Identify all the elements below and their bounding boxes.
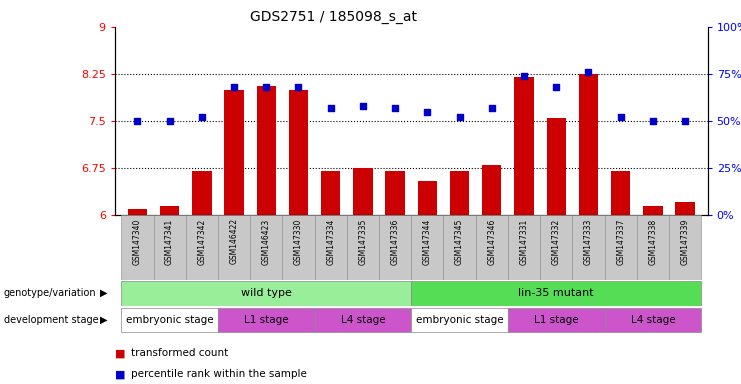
Bar: [289, 89, 308, 215]
Bar: [450, 171, 469, 215]
Bar: [605, 308, 701, 333]
Text: percentile rank within the sample: percentile rank within the sample: [131, 369, 307, 379]
Bar: [250, 215, 282, 280]
Point: [518, 73, 530, 79]
Point: [357, 103, 369, 109]
Text: GSM147344: GSM147344: [423, 218, 432, 265]
Point: [647, 118, 659, 124]
Bar: [122, 308, 218, 333]
Text: GSM147342: GSM147342: [197, 218, 206, 265]
Text: genotype/variation: genotype/variation: [4, 288, 96, 298]
Point: [164, 118, 176, 124]
Text: GSM147346: GSM147346: [488, 218, 496, 265]
Bar: [315, 215, 347, 280]
Text: GSM147345: GSM147345: [455, 218, 464, 265]
Text: GSM147339: GSM147339: [680, 218, 690, 265]
Point: [486, 105, 498, 111]
Bar: [547, 118, 566, 215]
Text: GSM147333: GSM147333: [584, 218, 593, 265]
Text: lin-35 mutant: lin-35 mutant: [519, 288, 594, 298]
Text: L1 stage: L1 stage: [244, 315, 288, 325]
Text: development stage: development stage: [4, 315, 99, 325]
Bar: [411, 308, 508, 333]
Point: [260, 84, 272, 90]
Bar: [218, 308, 315, 333]
Bar: [508, 308, 605, 333]
Bar: [514, 77, 534, 215]
Text: GSM147334: GSM147334: [326, 218, 335, 265]
Bar: [643, 206, 662, 215]
Bar: [153, 215, 186, 280]
Bar: [353, 168, 373, 215]
Bar: [418, 180, 437, 215]
Bar: [676, 202, 695, 215]
Bar: [122, 215, 153, 280]
Bar: [315, 308, 411, 333]
Bar: [225, 89, 244, 215]
Text: embryonic stage: embryonic stage: [416, 315, 503, 325]
Bar: [605, 215, 637, 280]
Bar: [411, 281, 701, 306]
Text: GSM147341: GSM147341: [165, 218, 174, 265]
Point: [131, 118, 143, 124]
Point: [293, 84, 305, 90]
Text: GSM146423: GSM146423: [262, 218, 270, 265]
Point: [228, 84, 240, 90]
Bar: [476, 215, 508, 280]
Bar: [379, 215, 411, 280]
Text: GSM147338: GSM147338: [648, 218, 657, 265]
Bar: [192, 171, 211, 215]
Bar: [385, 171, 405, 215]
Point: [422, 109, 433, 115]
Text: ▶: ▶: [100, 288, 107, 298]
Bar: [321, 171, 340, 215]
Text: L4 stage: L4 stage: [341, 315, 385, 325]
Point: [582, 69, 594, 75]
Bar: [160, 206, 179, 215]
Text: wild type: wild type: [241, 288, 292, 298]
Point: [325, 105, 336, 111]
Text: transformed count: transformed count: [131, 348, 228, 358]
Point: [679, 118, 691, 124]
Text: GSM147340: GSM147340: [133, 218, 142, 265]
Bar: [256, 86, 276, 215]
Point: [615, 114, 627, 120]
Bar: [540, 215, 572, 280]
Text: GSM147335: GSM147335: [359, 218, 368, 265]
Point: [551, 84, 562, 90]
Bar: [347, 215, 379, 280]
Text: GSM147330: GSM147330: [294, 218, 303, 265]
Bar: [611, 171, 631, 215]
Point: [389, 105, 401, 111]
Text: GSM147337: GSM147337: [617, 218, 625, 265]
Text: GSM147332: GSM147332: [552, 218, 561, 265]
Bar: [572, 215, 605, 280]
Bar: [282, 215, 315, 280]
Text: L4 stage: L4 stage: [631, 315, 675, 325]
Bar: [482, 165, 502, 215]
Text: ■: ■: [115, 369, 125, 379]
Bar: [218, 215, 250, 280]
Text: GSM147331: GSM147331: [519, 218, 528, 265]
Bar: [122, 281, 411, 306]
Bar: [508, 215, 540, 280]
Point: [196, 114, 207, 120]
Bar: [579, 74, 598, 215]
Bar: [186, 215, 218, 280]
Text: ▶: ▶: [100, 315, 107, 325]
Text: embryonic stage: embryonic stage: [126, 315, 213, 325]
Bar: [443, 215, 476, 280]
Bar: [637, 215, 669, 280]
Point: [453, 114, 465, 120]
Text: L1 stage: L1 stage: [534, 315, 579, 325]
Bar: [669, 215, 701, 280]
Text: GDS2751 / 185098_s_at: GDS2751 / 185098_s_at: [250, 10, 417, 23]
Bar: [127, 209, 147, 215]
Bar: [411, 215, 443, 280]
Text: GSM146422: GSM146422: [230, 218, 239, 265]
Text: GSM147336: GSM147336: [391, 218, 399, 265]
Text: ■: ■: [115, 348, 125, 358]
